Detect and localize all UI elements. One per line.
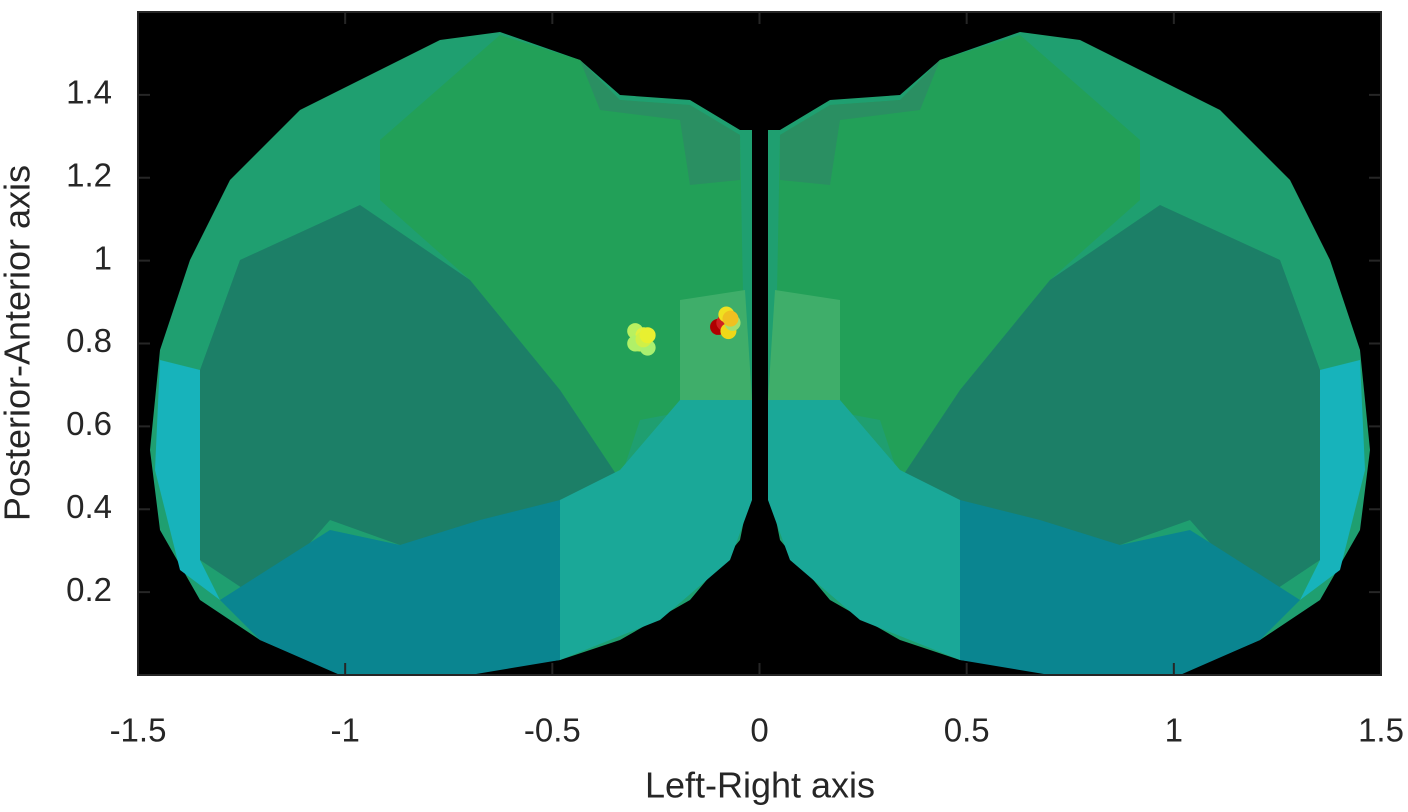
y-tick-label: 0.6 xyxy=(66,405,112,442)
y-tick-label: 0.2 xyxy=(66,571,112,608)
point xyxy=(722,310,739,327)
y-axis-label: Posterior-Anterior axis xyxy=(0,165,38,521)
x-tick-label: -0.5 xyxy=(524,712,581,749)
y-tick-label: 1.4 xyxy=(66,74,112,111)
point xyxy=(639,327,656,344)
x-tick-label: 0 xyxy=(750,712,768,749)
y-tick-label: 1.2 xyxy=(66,156,112,193)
y-tick-label: 1 xyxy=(94,239,112,276)
y-tick-label: 0.8 xyxy=(66,322,112,359)
x-tick-label: -1.5 xyxy=(110,712,167,749)
marks xyxy=(627,306,741,356)
x-tick-label: 1.5 xyxy=(1358,712,1404,749)
y-tick-label: 0.4 xyxy=(66,488,112,525)
x-tick-label: 1 xyxy=(1165,712,1183,749)
x-axis-label: Left-Right axis xyxy=(645,765,875,806)
x-tick-label: -1 xyxy=(330,712,359,749)
x-tick-label: 0.5 xyxy=(944,712,990,749)
